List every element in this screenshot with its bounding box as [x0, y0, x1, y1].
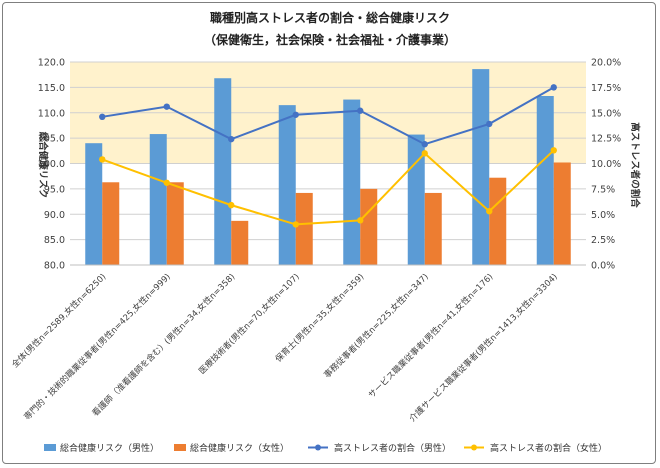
y-tick-right: 2.5%: [591, 235, 615, 246]
legend-label: 高ストレス者の割合（男性）: [334, 442, 451, 454]
y-axis-left-label: 総合健康リスク: [37, 132, 49, 199]
line-point-male: [357, 107, 364, 114]
legend-marker: [315, 444, 321, 451]
legend-label: 高ストレス者の割合（女性）: [490, 442, 607, 454]
y-tick-left: 95.0: [44, 184, 65, 195]
y-tick-right: 10.0%: [591, 159, 621, 170]
y-tick-left: 100.0: [38, 159, 65, 170]
bar-male: [472, 69, 490, 265]
y-axis-right-label: 高ストレス者の割合: [629, 122, 641, 208]
line-female: [101, 149, 555, 226]
bar-female: [231, 220, 249, 265]
chart-title: 職種別高ストレス者の割合・総合健康リスク: [210, 10, 450, 25]
y-tick-right: 12.5%: [591, 134, 621, 145]
line-point-female: [550, 147, 557, 154]
x-tick-label: 介護サービス職業従事者(男性n=1413,女性n=3304): [407, 271, 560, 424]
bar-male: [85, 143, 103, 265]
line-point-female: [421, 150, 428, 157]
legend-label: 総合健康リスク（男性）: [60, 442, 159, 454]
bar-female: [166, 182, 184, 265]
line-point-male: [292, 111, 299, 118]
bar-female: [102, 182, 120, 265]
y-tick-left: 110.0: [38, 108, 65, 119]
y-tick-left: 85.0: [44, 235, 65, 246]
y-tick-left: 105.0: [38, 134, 65, 145]
line-point-male: [486, 120, 493, 128]
x-tick-label: サービス職業従事者(男性n=41,女性n=176): [366, 271, 495, 400]
chart-subtitle: （保健衛生，社会保険・社会福祉・介護事業）: [204, 32, 456, 47]
line-point-female: [228, 201, 235, 209]
legend-swatch: [44, 444, 56, 451]
legend: 総合健康リスク（男性） 総合健康リスク（女性） 高ストレス者の割合（男性） 高ストレス…: [44, 442, 607, 454]
bar-female: [360, 188, 378, 265]
line-point-male: [99, 113, 106, 121]
y-tick-right: 5.0%: [591, 210, 615, 221]
x-tick-label: 医療技術者(男性n=70,女性n=107): [197, 271, 302, 376]
legend-marker: [471, 444, 477, 451]
x-tick-label: 事務従事者(男性n=225,女性n=347): [322, 271, 431, 380]
y-tick-right: 17.5%: [591, 83, 621, 94]
y-tick-right: 0.0%: [591, 261, 615, 272]
x-tick-label: 専門的・技術的職業従事者(男性n=425,女性n=999): [22, 271, 173, 422]
y-tick-right: 7.5%: [591, 184, 615, 195]
bar-male: [278, 105, 296, 265]
line-male: [102, 86, 555, 146]
bar-male: [536, 96, 554, 265]
bar-female: [553, 162, 571, 265]
line-point-male: [550, 84, 557, 91]
legend-label: 総合健康リスク（女性）: [190, 442, 289, 454]
y-tick-left: 90.0: [44, 210, 65, 221]
y-tick-right: 20.0%: [591, 58, 621, 69]
y-tick-left: 115.0: [38, 83, 65, 94]
y-tick-left: 80.0: [44, 261, 65, 272]
line-point-female: [486, 208, 493, 215]
line-point-female: [99, 156, 106, 163]
line-point-male: [421, 141, 428, 148]
bar-male: [343, 99, 361, 266]
bar-female: [295, 192, 313, 265]
y-tick-left: 120.0: [38, 58, 65, 69]
line-point-female: [163, 179, 170, 186]
line-point-male: [228, 135, 235, 143]
x-tick-label: 看護師（准看護師を含む）(男性n=34,女性n=358): [90, 271, 237, 418]
bar-male: [149, 134, 167, 265]
legend-swatch: [174, 444, 186, 451]
line-point-female: [292, 221, 299, 228]
line-point-female: [357, 217, 364, 224]
bar-female: [489, 177, 507, 265]
y-tick-right: 15.0%: [591, 108, 621, 119]
line-point-male: [163, 103, 170, 110]
bar-male: [214, 78, 232, 266]
bar-female: [424, 192, 442, 265]
